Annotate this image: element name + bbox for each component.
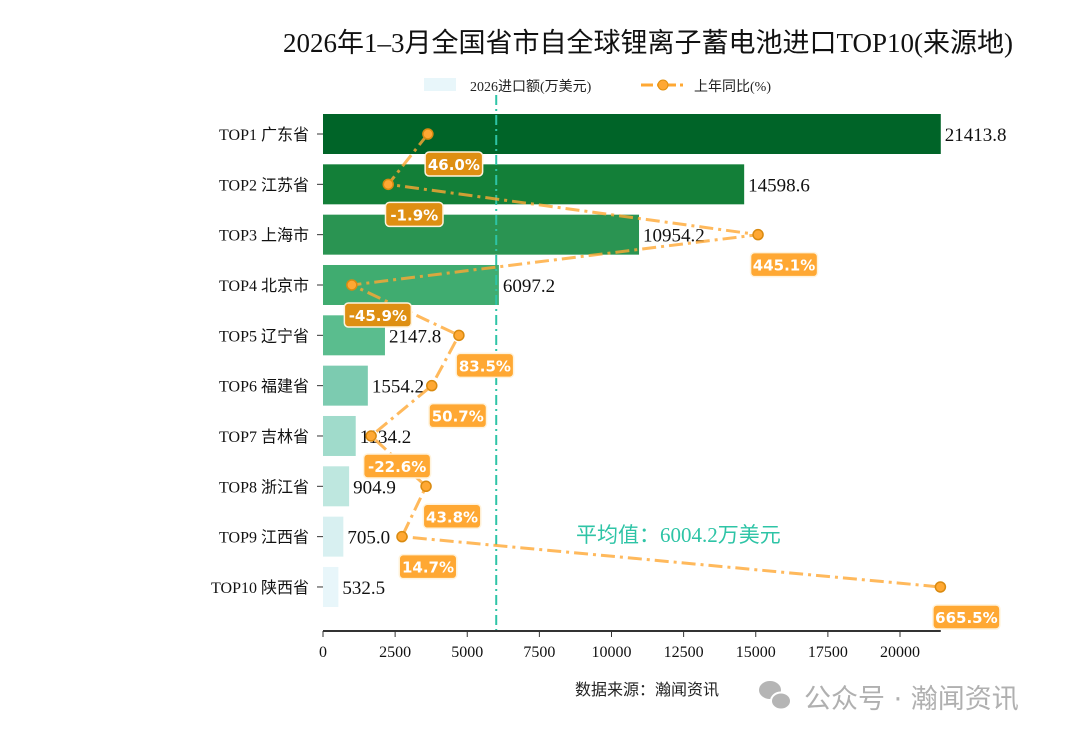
bar xyxy=(323,415,356,456)
category-label: TOP1 广东省 xyxy=(219,126,309,144)
category-label: TOP3 上海市 xyxy=(219,227,309,245)
yoy-label: -45.9% xyxy=(349,307,407,325)
x-tick-label: 5000 xyxy=(451,644,483,661)
yoy-label: 46.0% xyxy=(428,156,480,174)
legend-marker xyxy=(657,79,669,91)
yoy-label: 445.1% xyxy=(753,257,815,275)
yoy-label-box xyxy=(362,453,432,479)
yoy-marker xyxy=(752,228,764,241)
category-label: TOP10 陕西省 xyxy=(211,579,309,597)
chart-title: 2026年1–3月全国省市自全球锂离子蓄电池进口TOP10(来源地) xyxy=(283,28,1013,58)
average-label: 平均值：6004.2万美元 xyxy=(576,523,781,547)
category-label: TOP8 浙江省 xyxy=(219,478,309,496)
yoy-label-box xyxy=(455,352,515,379)
bar xyxy=(323,466,350,507)
x-tick-label: 15000 xyxy=(736,644,776,661)
yoy-label: -1.9% xyxy=(390,206,438,224)
category-label: TOP7 吉林省 xyxy=(219,428,309,446)
category-label: TOP4 北京市 xyxy=(219,277,309,295)
yoy-marker xyxy=(396,530,408,543)
bar-value-label: 6097.2 xyxy=(503,276,555,297)
x-tick-label: 17500 xyxy=(808,644,848,661)
bar xyxy=(323,365,368,406)
yoy-label: 665.5% xyxy=(935,609,997,627)
bar-value-label: 904.9 xyxy=(353,477,396,498)
x-tick-label: 12500 xyxy=(664,644,704,661)
bar xyxy=(323,566,339,607)
yoy-line xyxy=(346,133,941,589)
bar-value-label: 10954.2 xyxy=(643,226,705,247)
x-tick-label: 7500 xyxy=(523,644,555,661)
category-label: TOP6 福建省 xyxy=(219,378,309,396)
yoy-label-box xyxy=(424,151,484,177)
category-label: TOP5 辽宁省 xyxy=(219,327,309,345)
bar-value-label: 1554.2 xyxy=(372,377,424,398)
bar xyxy=(323,114,941,154)
bar-value-label: 532.5 xyxy=(342,578,385,599)
yoy-marker xyxy=(934,581,947,593)
bar-value-label: 2147.8 xyxy=(389,326,441,347)
bar-value-label: 705.0 xyxy=(347,528,390,549)
yoy-marker xyxy=(420,480,432,493)
bar xyxy=(323,214,640,255)
bar-value-label: 21413.8 xyxy=(945,125,1007,146)
x-tick-label: 20000 xyxy=(880,644,920,661)
legend: 2026进口额(万美元) 上年同比(%) xyxy=(424,78,771,95)
watermark: 公众号 · 瀚闻资讯 xyxy=(759,681,1019,715)
yoy-label: -22.6% xyxy=(368,458,426,476)
wechat-icon xyxy=(759,681,792,711)
yoy-label-box xyxy=(343,302,413,328)
yoy-marker xyxy=(382,178,395,191)
yoy-label: 43.8% xyxy=(426,508,478,526)
yoy-marker xyxy=(365,430,377,442)
legend-swatch-bar xyxy=(424,78,456,91)
category-label: TOP9 江西省 xyxy=(219,529,309,547)
yoy-label-box xyxy=(422,503,482,530)
yoy-label-box xyxy=(384,201,444,228)
yoy-marker xyxy=(422,128,434,140)
yoy-label: 14.7% xyxy=(402,559,454,577)
yoy-marker xyxy=(426,379,438,392)
yoy-label-box xyxy=(749,251,819,278)
yoy-label-box xyxy=(428,402,488,429)
yoy-label-box xyxy=(398,553,458,580)
bar xyxy=(323,516,344,557)
x-tick-label: 2500 xyxy=(379,644,411,661)
yoy-marker xyxy=(453,329,465,342)
x-tick-label: 0 xyxy=(319,644,327,661)
yoy-label: 83.5% xyxy=(459,357,511,375)
x-axis-label: 数据来源：瀚闻资讯 xyxy=(575,681,719,699)
category-label: TOP2 江苏省 xyxy=(219,176,309,194)
legend-label-line: 上年同比(%) xyxy=(694,79,771,95)
yoy-label-box xyxy=(932,604,1001,630)
yoy-label: 50.7% xyxy=(432,408,484,426)
yoy-marker xyxy=(346,279,358,291)
bar-value-label: 14598.6 xyxy=(748,175,810,196)
legend-label-bar: 2026进口额(万美元) xyxy=(470,79,592,95)
watermark-text: 公众号 · 瀚闻资讯 xyxy=(804,684,1019,715)
x-tick-label: 10000 xyxy=(592,644,632,661)
